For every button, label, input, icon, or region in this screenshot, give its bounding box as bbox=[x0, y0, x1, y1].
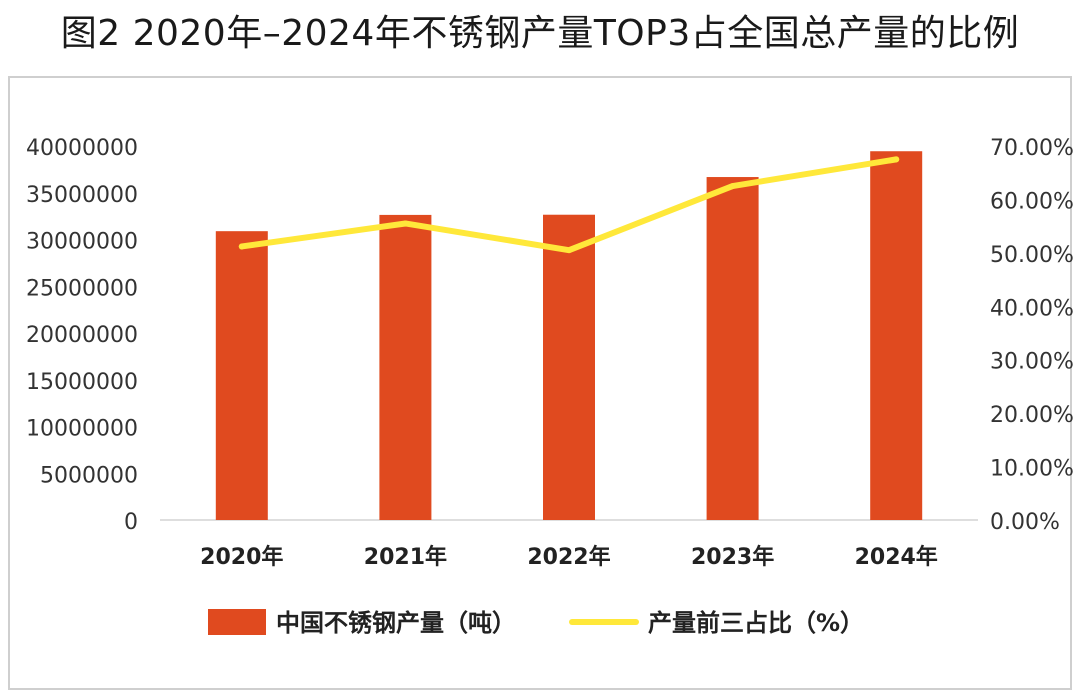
y-right-tick-label: 70.00% bbox=[990, 136, 1074, 161]
page-title: 图2 2020年–2024年不锈钢产量TOP3占全国总产量的比例 bbox=[60, 13, 1020, 54]
x-tick-label: 2022年 bbox=[527, 544, 610, 570]
y-left-tick-label: 15000000 bbox=[26, 370, 138, 395]
y-left-tick-label: 10000000 bbox=[26, 417, 138, 442]
bar bbox=[379, 214, 432, 521]
bar bbox=[543, 214, 595, 520]
y-left-tick-label: 0 bbox=[124, 510, 138, 535]
line-point bbox=[893, 156, 900, 163]
x-tick-label: 2023年 bbox=[691, 544, 774, 570]
y-right-tick-label: 10.00% bbox=[990, 457, 1074, 482]
x-tick-label: 2021年 bbox=[364, 544, 447, 570]
legend-swatch-bar bbox=[208, 609, 266, 635]
y-left-tick-label: 20000000 bbox=[26, 323, 138, 348]
y-left-tick-label: 40000000 bbox=[26, 136, 138, 161]
y-left-tick-label: 35000000 bbox=[26, 183, 138, 208]
legend-label-line: 产量前三占比（%） bbox=[648, 609, 864, 637]
line-point bbox=[566, 247, 572, 254]
y-left-tick-label: 30000000 bbox=[26, 230, 138, 255]
y-right-tick-label: 20.00% bbox=[990, 403, 1074, 428]
line-point bbox=[729, 183, 736, 190]
x-tick-label: 2024年 bbox=[855, 544, 938, 570]
legend-label-bar: 中国不锈钢产量（吨） bbox=[276, 609, 516, 637]
bar bbox=[706, 177, 759, 520]
chart-frame: 0 5000000 10000000 15000000 20000000 25000000… bbox=[8, 76, 1074, 690]
y-left-tick-label: 5000000 bbox=[40, 463, 138, 488]
combo-chart: 0 5000000 10000000 15000000 20000000 25000000… bbox=[26, 136, 1074, 637]
y-right-tick-label: 60.00% bbox=[990, 189, 1074, 214]
y-right-tick-label: 40.00% bbox=[990, 296, 1074, 321]
y-left-tick-label: 25000000 bbox=[26, 276, 138, 301]
bar bbox=[870, 151, 923, 520]
line-point bbox=[402, 220, 409, 227]
y-right-tick-label: 0.00% bbox=[990, 510, 1060, 535]
y-right-tick-label: 30.00% bbox=[990, 350, 1074, 375]
bar bbox=[215, 231, 268, 520]
line-point bbox=[238, 243, 245, 250]
x-tick-label: 2020年 bbox=[200, 544, 283, 570]
y-right-tick-label: 50.00% bbox=[990, 243, 1074, 268]
